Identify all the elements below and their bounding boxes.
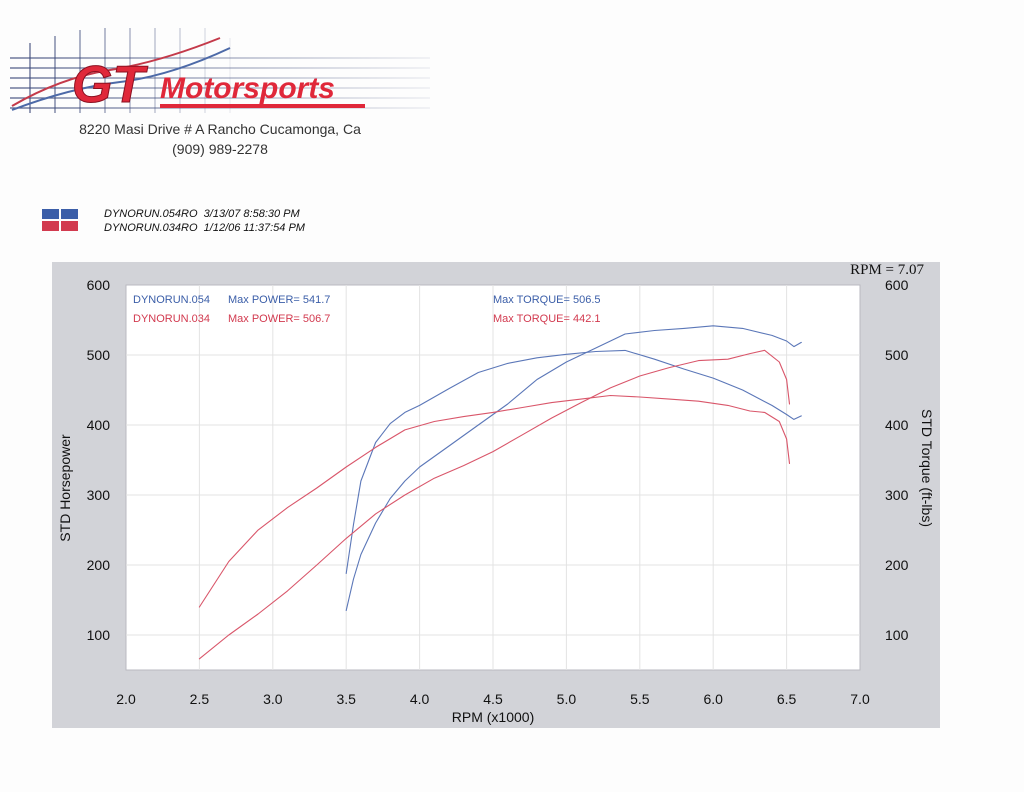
y-tick-label-left: 500 [87,347,111,363]
x-tick-label: 7.0 [850,691,870,707]
grid-lines [126,285,860,670]
x-tick-label: 4.5 [483,691,503,707]
y-tick-label-right: 300 [885,487,909,503]
run-054-entry: DYNORUN.054RO 3/13/07 8:58:30 PM [104,208,300,220]
run-034-label: DYNORUN.034RO [104,222,198,234]
x-tick-label: 3.5 [336,691,356,707]
x-tick-label: 5.0 [557,691,577,707]
run-054-date: 3/13/07 8:58:30 PM [203,208,300,220]
series-line-dynorun-034-horsepower [198,349,791,660]
logo-graphic: GT Motorsports [10,28,430,115]
y-tick-label-right: 400 [885,417,909,433]
series-line-dynorun-054-torque [345,349,802,574]
y-tick-label-left: 400 [87,417,111,433]
y-tick-label-right: 100 [885,627,909,643]
address-line: 8220 Masi Drive # A Rancho Cucamonga, Ca [79,121,361,137]
phone-line: (909) 989-2278 [172,141,268,157]
run-034-entry: DYNORUN.034RO 1/12/06 11:37:54 PM [104,222,305,234]
annotation-034-power: Max POWER= 506.7 [228,313,330,325]
x-tick-label: 6.5 [777,691,797,707]
x-tick-label: 4.0 [410,691,430,707]
y-tick-label-left: 100 [87,627,111,643]
y-tick-label-right: 200 [885,557,909,573]
y-tick-label-left: 300 [87,487,111,503]
annotation-034-torque: Max TORQUE= 442.1 [493,313,601,325]
series-line-dynorun-054-horsepower [345,325,802,612]
rpm-readout: RPM = 7.07 [850,262,924,278]
gt-motorsports-logo: GT Motorsports [0,18,440,128]
logo-motorsports-text: Motorsports [160,72,335,105]
x-tick-label: 5.5 [630,691,650,707]
x-tick-labels: 2.0 2.5 3.0 3.5 4.0 4.5 5.0 5.5 6.0 6.5 7.0 [116,691,870,707]
x-tick-label: 2.0 [116,691,136,707]
run-034-swatch [42,221,59,231]
annotation-054-torque: Max TORQUE= 506.5 [493,294,601,306]
x-tick-label: 3.0 [263,691,283,707]
x-axis-label: RPM (x1000) [452,709,534,725]
y-tick-label-left: 600 [87,277,111,293]
y2-axis-label: STD Torque (ft-lbs) [919,409,935,527]
series-lines [198,325,802,660]
run-034-date: 1/12/06 11:37:54 PM [203,222,305,234]
annotation-054-power: Max POWER= 541.7 [228,294,330,306]
run-034-swatch-2 [61,221,78,231]
y-tick-label-left: 200 [87,557,111,573]
y-tick-label-right: 600 [885,277,909,293]
y-tick-labels: 100 100 200 200 300 300 400 400 500 500 600 600 [87,277,909,643]
run-054-swatch-2 [61,209,78,219]
annotation-054-run: DYNORUN.054 [133,294,210,306]
run-054-swatch [42,209,59,219]
x-tick-label: 2.5 [190,691,210,707]
logo-gt-text: GT [72,56,148,114]
y-tick-label-right: 500 [885,347,909,363]
run-054-label: DYNORUN.054RO [104,208,198,220]
y-axis-label: STD Horsepower [57,434,73,542]
series-line-dynorun-034-torque [198,394,791,608]
annotation-034-run: DYNORUN.034 [133,313,210,325]
x-tick-label: 6.0 [703,691,723,707]
